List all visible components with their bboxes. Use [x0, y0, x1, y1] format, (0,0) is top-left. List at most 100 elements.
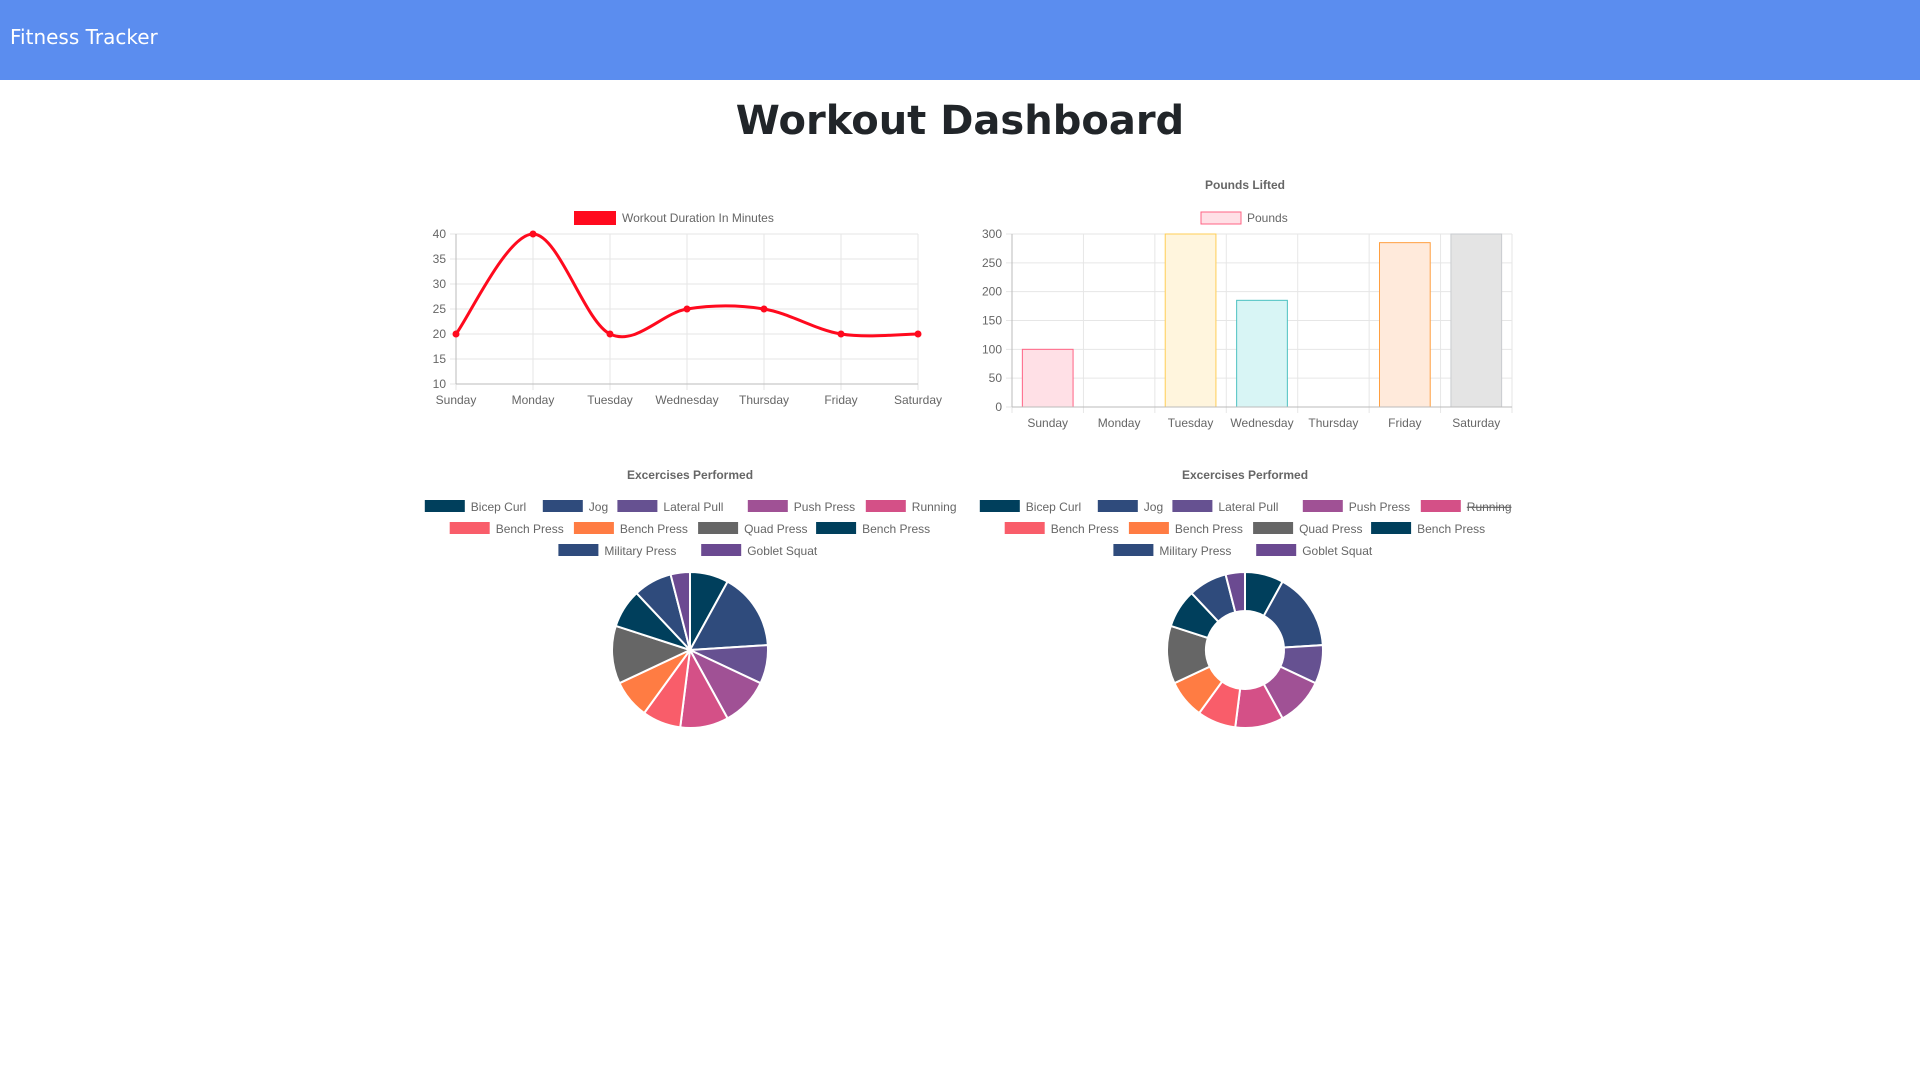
legend-label: Bench Press: [862, 522, 930, 536]
legend-swatch: [1420, 500, 1461, 512]
legend-label: Bench Press: [1175, 522, 1243, 536]
legend-label: Bench Press: [496, 522, 564, 536]
y-tick-label: 20: [433, 327, 447, 341]
legend-swatch: [573, 522, 614, 534]
data-point: [683, 305, 691, 313]
exercises-doughnut-chart: Excercises Performed Bicep Curl Jog Lateral…: [965, 455, 1525, 745]
legend-label: Push Press: [794, 500, 855, 514]
x-tick-label: Saturday: [1452, 416, 1500, 430]
legend-swatch: [979, 500, 1020, 512]
y-tick-label: 50: [989, 371, 1003, 385]
y-tick-label: 15: [433, 352, 447, 366]
legend-swatch: [1097, 500, 1138, 512]
x-tick-label: Tuesday: [1168, 416, 1214, 430]
legend-label: Lateral Pull: [663, 500, 723, 514]
data-point: [760, 305, 768, 313]
x-tick-label: Friday: [824, 393, 857, 407]
bar-wednesday: [1236, 299, 1288, 408]
data-point: [529, 230, 537, 238]
x-tick-label: Wednesday: [1230, 416, 1293, 430]
legend-swatch: [698, 522, 739, 534]
data-point: [837, 330, 845, 338]
x-tick-label: Friday: [1388, 416, 1421, 430]
bar-saturday: [1450, 233, 1503, 408]
x-tick-label: Saturday: [894, 393, 942, 407]
exercises-doughnut-chart-svg: Excercises Performed Bicep Curl Jog Lateral…: [979, 468, 1512, 729]
x-tick-label: Wednesday: [655, 393, 718, 407]
legend-swatch: [1256, 544, 1297, 556]
y-tick-label: 10: [433, 377, 447, 391]
y-tick-label: 25: [433, 302, 447, 316]
legend-swatch: [617, 500, 658, 512]
slice-jog: [688, 580, 769, 652]
exercises-pie-chart: Excercises Performed Bicep Curl Jog Lateral…: [410, 455, 970, 745]
legend-swatch: [574, 211, 616, 225]
legend-label: Bench Press: [1051, 522, 1119, 536]
legend-label: Bicep Curl: [471, 500, 526, 514]
legend-label: Jog: [1144, 500, 1163, 514]
y-tick-label: 100: [982, 342, 1002, 356]
y-tick-label: 0: [995, 400, 1002, 414]
legend-swatch: [1371, 522, 1412, 534]
legend-swatch: [1253, 522, 1294, 534]
y-tick-label: 35: [433, 252, 447, 266]
x-tick-label: Thursday: [1308, 416, 1358, 430]
y-tick-label: 40: [433, 227, 447, 241]
duration-line-chart-svg: Workout Duration In Minutes 10 15 20 25 30 35 4…: [433, 211, 942, 407]
legend-swatch: [1128, 522, 1169, 534]
legend-label: Bicep Curl: [1026, 500, 1081, 514]
legend-label: Push Press: [1349, 500, 1410, 514]
x-tick-label: Monday: [512, 393, 555, 407]
legend-swatch: [1172, 500, 1213, 512]
pounds-bar-chart-svg: Pounds Lifted Pounds 0 50 100 150 200 250 300 Sun…: [982, 178, 1513, 430]
legend-label: Goblet Squat: [1302, 544, 1373, 558]
legend-swatch: [424, 500, 465, 512]
legend-swatch: [865, 500, 906, 512]
x-tick-label: Monday: [1098, 416, 1141, 430]
x-tick-label: Sunday: [436, 393, 477, 407]
legend-swatch: [1302, 500, 1343, 512]
legend-label: Pounds: [1247, 211, 1288, 225]
page-title: Workout Dashboard: [735, 98, 1185, 144]
slice-goblet-squat: [1224, 570, 1246, 614]
legend-swatch: [1004, 522, 1045, 534]
legend-label: Goblet Squat: [747, 544, 818, 558]
legend-swatch: [1200, 211, 1242, 225]
legend-swatch: [816, 522, 857, 534]
legend-label: Military Press: [1159, 544, 1231, 558]
y-tick-label: 250: [982, 256, 1002, 270]
legend-swatch: [449, 522, 490, 534]
legend-swatch: [542, 500, 583, 512]
chart-title: Pounds Lifted: [1205, 178, 1285, 192]
legend-label: Quad Press: [1299, 522, 1362, 536]
x-tick-label: Thursday: [739, 393, 789, 407]
bar-friday: [1379, 242, 1431, 408]
pounds-bar-chart: Pounds Lifted Pounds 0 50 100 150 200 250 300 Sun…: [965, 165, 1525, 455]
x-tick-label: Tuesday: [587, 393, 633, 407]
legend-label: Running: [1467, 500, 1512, 514]
legend-label: Bench Press: [1417, 522, 1485, 536]
duration-line-chart: Workout Duration In Minutes 10 15 20 25 30 35 4…: [410, 165, 970, 455]
x-tick-label: Sunday: [1027, 416, 1068, 430]
bar-tuesday: [1164, 233, 1217, 408]
slice-goblet-squat: [669, 570, 691, 651]
legend-swatch: [701, 544, 742, 556]
legend-label: Military Press: [604, 544, 676, 558]
navbar: Fitness Tracker: [0, 0, 1920, 80]
brand-link[interactable]: Fitness Tracker: [10, 25, 158, 49]
legend-label: Lateral Pull: [1218, 500, 1278, 514]
y-tick-label: 30: [433, 277, 447, 291]
legend-label: Running: [912, 500, 957, 514]
legend-swatch: [1113, 544, 1154, 556]
y-tick-label: 150: [982, 314, 1002, 328]
legend-label: Quad Press: [744, 522, 807, 536]
chart-title: Excercises Performed: [627, 468, 753, 482]
y-tick-label: 300: [982, 227, 1002, 241]
y-tick-label: 200: [982, 285, 1002, 299]
chart-title: Excercises Performed: [1182, 468, 1308, 482]
data-point: [452, 330, 460, 338]
legend-label: Bench Press: [620, 522, 688, 536]
data-point: [914, 330, 922, 338]
data-point: [606, 330, 614, 338]
legend-swatch: [747, 500, 788, 512]
